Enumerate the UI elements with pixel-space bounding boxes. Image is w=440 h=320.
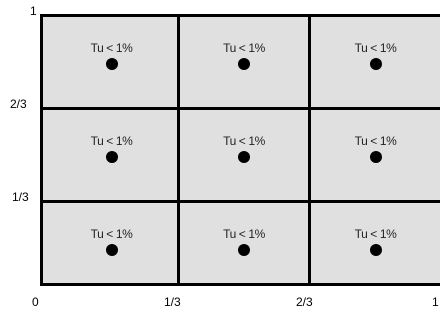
grid-cell: Tu < 1% [311,17,440,107]
grid-cell: Tu < 1% [180,203,308,286]
sample-point-marker [238,244,250,256]
cell-label: Tu < 1% [90,227,133,241]
cell-label: Tu < 1% [354,227,397,241]
cell-label: Tu < 1% [223,41,265,55]
sample-point-marker [369,151,382,163]
grid-cell: Tu < 1% [180,17,308,107]
cell-label: Tu < 1% [354,41,397,55]
grid-line-vertical [308,17,311,283]
cell-label: Tu < 1% [90,41,133,55]
grid-cell: Tu < 1% [180,110,308,200]
cell-label: Tu < 1% [223,134,265,148]
cell-label: Tu < 1% [354,134,397,148]
x-tick-label: 0 [32,295,39,309]
sample-point-marker [105,58,118,70]
x-tick-label: 1/3 [164,295,181,309]
sample-point-marker [369,58,382,70]
grid-line-horizontal [43,107,440,110]
sample-point-marker [238,58,250,70]
grid-line-horizontal [43,200,440,203]
x-tick-label: 2/3 [296,295,313,309]
cell-label: Tu < 1% [223,227,265,241]
sample-point-marker [105,151,118,163]
grid-panel: Tu < 1% Tu < 1% Tu < 1% Tu < 1% Tu < 1% Tu < … [40,14,440,286]
grid-cell: Tu < 1% [311,203,440,286]
sample-point-marker [105,244,118,256]
cell-label: Tu < 1% [90,134,133,148]
grid-cell: Tu < 1% [311,110,440,200]
y-tick-label: 1/3 [12,190,29,204]
grid-cell: Tu < 1% [46,203,177,286]
y-tick-label: 2/3 [10,97,27,111]
grid-cell: Tu < 1% [46,110,177,200]
grid-line-vertical [177,17,180,283]
x-tick-label: 1 [432,295,439,309]
y-tick-label: 1 [30,4,37,18]
grid-cell: Tu < 1% [46,17,177,107]
sample-point-marker [238,151,250,163]
sample-point-marker [369,244,382,256]
